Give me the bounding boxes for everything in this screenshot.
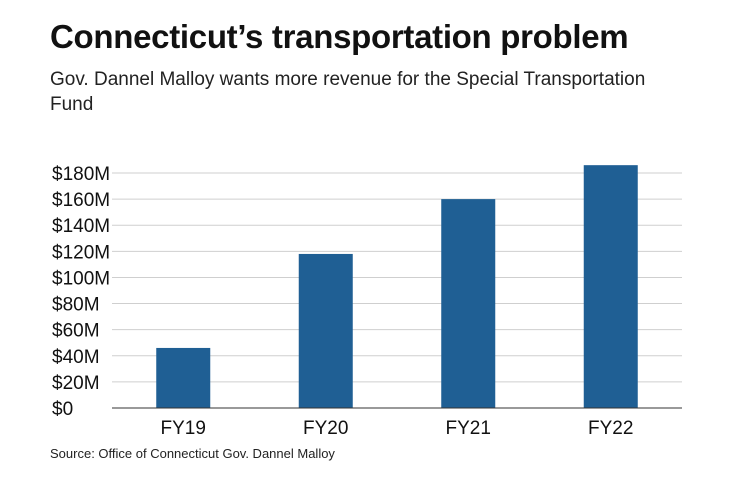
bar-fy22 [583,165,638,408]
y-tick-label: $40M [52,347,100,368]
y-tick-label: $100M [52,268,110,289]
x-tick-label: FY21 [446,418,491,439]
x-axis-tick-labels: FY19 FY20 FY21 FY22 [161,418,634,439]
x-tick-label: FY22 [588,418,633,439]
bar-fy21 [441,199,496,408]
source-note: Source: Office of Connecticut Gov. Danne… [50,446,335,461]
y-tick-label: $180M [52,164,110,185]
chart-subtitle: Gov. Dannel Malloy wants more revenue fo… [50,69,646,115]
x-tick-label: FY20 [303,418,348,439]
y-tick-label: $80M [52,295,100,316]
chart-title: Connecticut’s transportation problem [50,18,629,55]
y-axis-tick-labels: $0 $20M $40M $60M $80M $100M $120M $140M $160M $1… [52,164,110,420]
y-tick-label: $0 [52,399,73,420]
y-tick-label: $120M [52,242,110,263]
bar-fy19 [156,347,211,408]
y-tick-label: $140M [52,216,110,237]
y-tick-label: $160M [52,190,110,211]
y-tick-label: $20M [52,373,100,394]
bar-fy20 [298,253,353,408]
x-tick-label: FY19 [161,418,206,439]
bars [156,165,638,408]
y-tick-label: $60M [52,321,100,342]
